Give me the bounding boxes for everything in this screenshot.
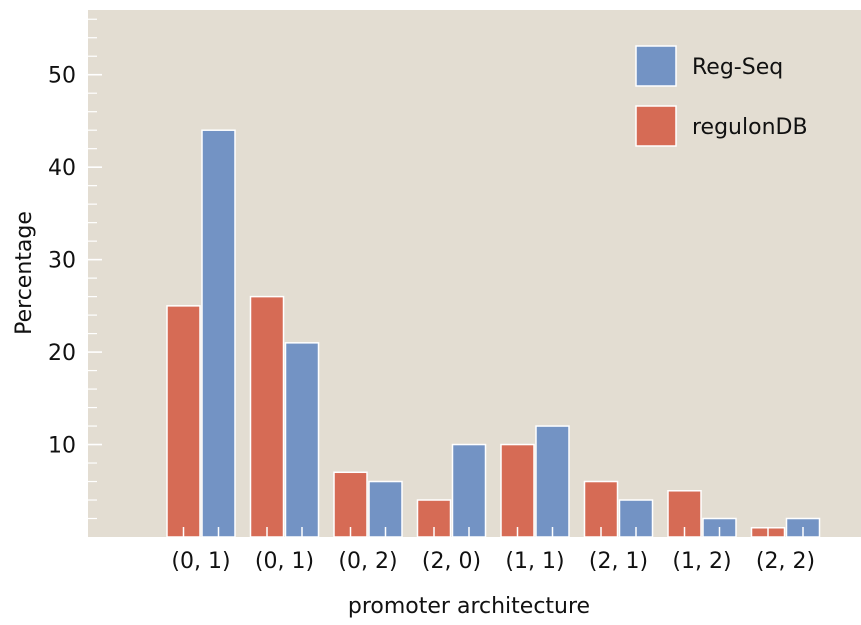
bars [166, 129, 821, 538]
y-tick-label: 50 [48, 64, 76, 89]
y-tick-label: 40 [48, 156, 76, 181]
x-tick-label: (2, 0) [422, 549, 481, 574]
bar-regulondb [166, 305, 201, 538]
legend-label: Reg-Seq [692, 55, 783, 80]
legend-swatch [635, 45, 677, 87]
bar-reg-seq [535, 425, 570, 538]
y-axis-ticks: 10 20 30 40 50 [48, 18, 102, 520]
bar-reg-seq [201, 129, 236, 538]
x-tick-label: (1, 2) [672, 549, 731, 574]
bar-regulondb [333, 471, 368, 538]
x-tick-label: (0, 1) [171, 549, 230, 574]
x-axis-title: promoter architecture [348, 594, 590, 619]
x-axis-tick-labels: (0, 1) (0, 1) (0, 2) (2, 0) (1, 1) (2, 1) (1, … [171, 549, 815, 574]
bar-reg-seq [284, 342, 320, 538]
x-tick-label: (0, 2) [338, 549, 397, 574]
x-tick-label: (2, 1) [589, 549, 648, 574]
y-axis-title: Percentage [12, 211, 37, 335]
x-tick-label: (0, 1) [255, 549, 314, 574]
legend-label: regulonDB [692, 115, 808, 140]
bar-regulondb [249, 295, 285, 538]
legend-swatch [635, 105, 677, 147]
x-tick-label: (1, 1) [505, 549, 564, 574]
y-tick-label: 10 [48, 434, 76, 459]
bar-regulondb [500, 443, 535, 538]
y-tick-label: 20 [48, 341, 76, 366]
bar-reg-seq [451, 443, 487, 538]
x-tick-label: (2, 2) [756, 549, 815, 574]
y-tick-label: 30 [48, 249, 76, 274]
legend: Reg-Seq regulonDB [635, 45, 808, 147]
